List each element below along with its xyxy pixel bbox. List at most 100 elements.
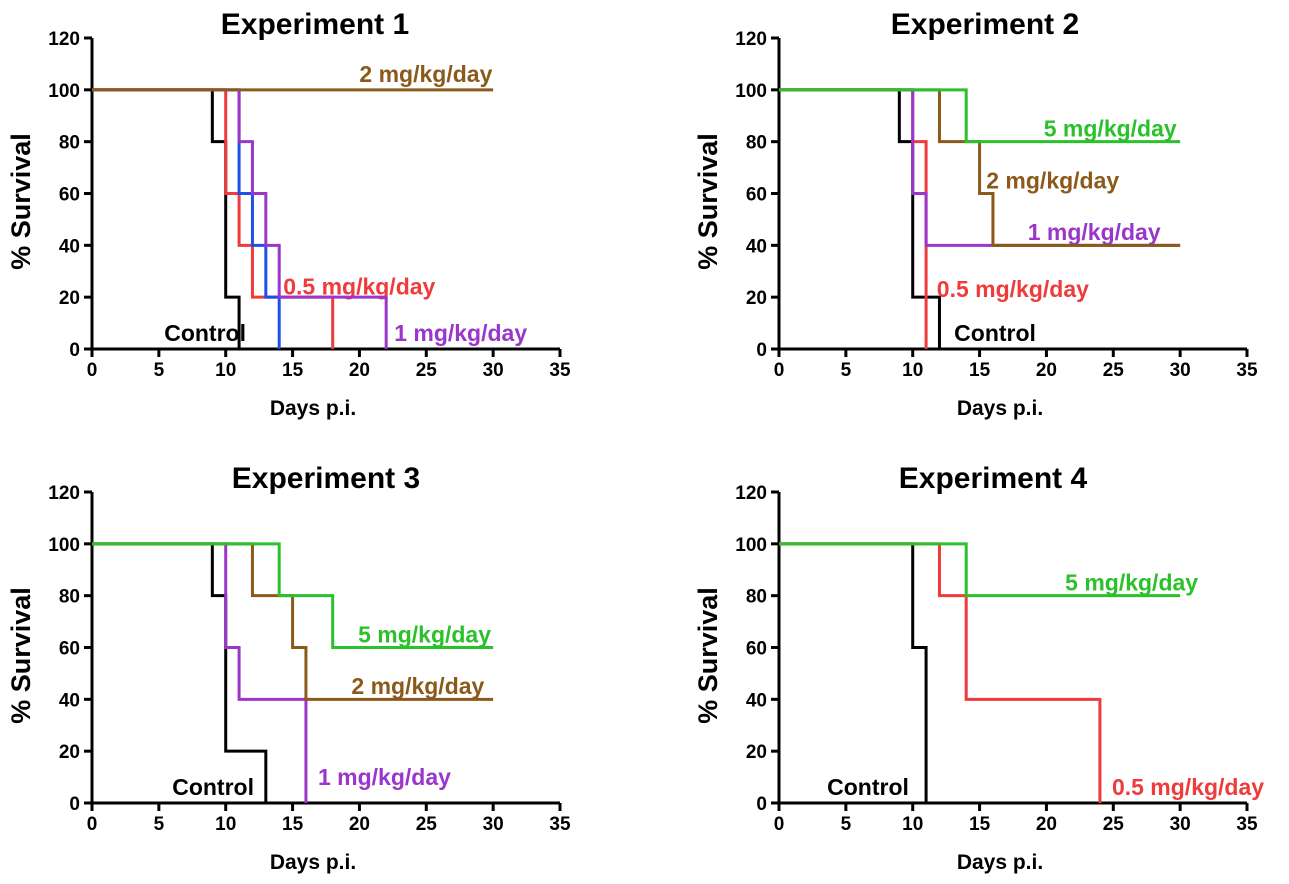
chart-title: Experiment 2 [891, 8, 1079, 41]
series-label: 1 mg/kg/day [1028, 219, 1161, 245]
series-label: Control [172, 774, 254, 800]
survival-curve [779, 88, 1181, 144]
x-tick-label: 5 [154, 360, 165, 381]
survival-curve [92, 542, 494, 649]
chart-title: Experiment 3 [232, 462, 420, 495]
x-axis-label: Days p.i. [957, 397, 1043, 420]
survival-curve [92, 542, 308, 803]
y-tick-label: 120 [48, 29, 80, 50]
y-axis-label: % Survival [6, 133, 36, 270]
x-axis-label: Days p.i. [957, 851, 1043, 874]
series-label: Control [954, 320, 1036, 346]
y-tick-label: 40 [746, 690, 767, 711]
survival-curve [92, 88, 388, 349]
y-tick-label: 120 [735, 483, 767, 504]
x-tick-label: 5 [841, 360, 852, 381]
x-tick-label: 30 [1170, 814, 1191, 835]
y-tick-label: 120 [48, 483, 80, 504]
x-tick-label: 25 [1103, 814, 1125, 835]
x-tick-label: 5 [154, 814, 165, 835]
x-tick-label: 35 [549, 360, 571, 381]
x-tick-label: 10 [902, 814, 923, 835]
chart-panel-3: Experiment 3 0 5 10 15 20 25 30 35 0 20 40 60 80 100 12… [6, 462, 571, 874]
y-tick-label: 60 [59, 639, 80, 660]
y-tick-label: 0 [69, 340, 80, 361]
x-tick-label: 30 [483, 814, 504, 835]
survival-curve [779, 542, 1102, 803]
x-axis-label: Days p.i. [270, 851, 356, 874]
x-tick-label: 0 [87, 360, 98, 381]
x-tick-label: 0 [774, 360, 785, 381]
survival-curve [92, 88, 241, 349]
chart-panel-4: Experiment 4 0 5 10 15 20 25 30 35 0 20 40 60 80 100 12… [693, 462, 1264, 874]
y-tick-label: 60 [59, 185, 80, 206]
y-tick-label: 100 [48, 535, 80, 556]
x-tick-label: 15 [969, 360, 991, 381]
series-label: 5 mg/kg/day [358, 621, 491, 647]
x-tick-label: 35 [1236, 814, 1258, 835]
x-tick-label: 30 [483, 360, 504, 381]
survival-curve [779, 542, 928, 803]
y-tick-label: 20 [59, 742, 80, 763]
y-axis-label: % Survival [693, 587, 723, 724]
y-tick-label: 20 [746, 288, 767, 309]
y-tick-label: 40 [746, 236, 767, 257]
y-tick-label: 80 [59, 587, 80, 608]
series-label: 2 mg/kg/day [986, 167, 1119, 193]
y-tick-label: 0 [69, 794, 80, 815]
y-tick-label: 80 [746, 587, 767, 608]
series-label: 5 mg/kg/day [1065, 569, 1198, 595]
x-tick-label: 35 [549, 814, 571, 835]
y-axis-label: % Survival [693, 133, 723, 270]
series-label: 1 mg/kg/day [318, 764, 451, 790]
survival-curve [779, 88, 1181, 247]
y-axis-label: % Survival [6, 587, 36, 724]
y-tick-label: 40 [59, 236, 80, 257]
x-tick-label: 15 [969, 814, 991, 835]
y-tick-label: 100 [735, 81, 767, 102]
y-tick-label: 0 [756, 340, 767, 361]
y-tick-label: 100 [48, 81, 80, 102]
chart-title: Experiment 1 [221, 8, 409, 41]
series-label: 2 mg/kg/day [359, 61, 492, 87]
x-tick-label: 10 [215, 360, 236, 381]
x-tick-label: 25 [416, 814, 438, 835]
y-tick-label: 40 [59, 690, 80, 711]
y-tick-label: 100 [735, 535, 767, 556]
chart-panel-1: Experiment 1 0 5 10 15 20 25 30 35 0 20 40 60 80 100 12… [6, 8, 571, 420]
y-tick-label: 120 [735, 29, 767, 50]
survival-curve [92, 542, 494, 701]
x-tick-label: 0 [774, 814, 785, 835]
x-tick-label: 30 [1170, 360, 1191, 381]
series-label: 0.5 mg/kg/day [283, 274, 435, 300]
y-tick-label: 60 [746, 185, 767, 206]
y-tick-label: 0 [756, 794, 767, 815]
series-label: 0.5 mg/kg/day [937, 276, 1089, 302]
survival-curve [779, 88, 928, 349]
x-tick-label: 20 [349, 360, 370, 381]
y-tick-label: 20 [59, 288, 80, 309]
x-tick-label: 35 [1236, 360, 1258, 381]
survival-curve [92, 88, 281, 349]
y-tick-label: 60 [746, 639, 767, 660]
x-tick-label: 5 [841, 814, 852, 835]
series-label: 5 mg/kg/day [1044, 115, 1177, 141]
x-tick-label: 20 [1036, 814, 1057, 835]
x-tick-label: 25 [416, 360, 438, 381]
series-label: Control [827, 774, 909, 800]
x-tick-label: 0 [87, 814, 98, 835]
chart-title: Experiment 4 [899, 462, 1088, 495]
y-tick-label: 80 [59, 133, 80, 154]
x-tick-label: 15 [282, 360, 304, 381]
x-tick-label: 20 [349, 814, 370, 835]
survival-curve [779, 88, 941, 349]
chart-panel-2: Experiment 2 0 5 10 15 20 25 30 35 0 20 40 60 80 100 12… [693, 8, 1258, 420]
x-tick-label: 10 [902, 360, 923, 381]
survival-curve [779, 542, 1181, 598]
x-tick-label: 20 [1036, 360, 1057, 381]
x-tick-label: 10 [215, 814, 236, 835]
x-axis-label: Days p.i. [270, 397, 356, 420]
x-tick-label: 15 [282, 814, 304, 835]
series-label: Control [164, 320, 246, 346]
series-label: 1 mg/kg/day [394, 320, 527, 346]
